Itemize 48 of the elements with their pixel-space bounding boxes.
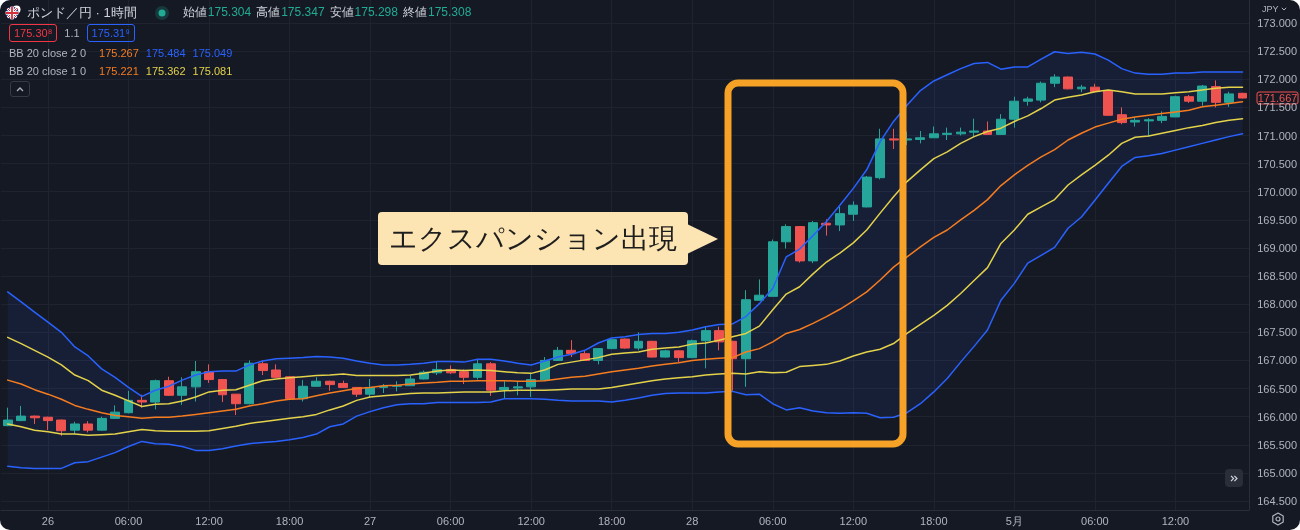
x-tick-label: 28 xyxy=(686,514,699,527)
y-tick-label: 164.500 xyxy=(1257,495,1297,507)
x-tick-label: 06:00 xyxy=(436,514,465,527)
chart-title: ポンド／円 · 1時間 xyxy=(27,3,137,22)
y-tick-label: 167.000 xyxy=(1257,354,1297,367)
annotation: 175.30⁸ xyxy=(9,24,58,42)
annotation: 175.267 xyxy=(99,46,139,60)
x-tick-label: 06:00 xyxy=(758,514,787,527)
text: 171.667 xyxy=(1257,92,1298,105)
y-tick-label: 167.500 xyxy=(1257,326,1297,339)
x-tick-label: 27 xyxy=(363,514,377,527)
y-tick-label: 172.500 xyxy=(1257,45,1297,58)
y-tick-label: 168.000 xyxy=(1257,298,1297,311)
y-tick-label: 170.500 xyxy=(1257,157,1297,170)
x-tick-label: 18:00 xyxy=(920,514,948,527)
x-tick-label: 18:00 xyxy=(597,514,626,527)
y-tick-label: 169.500 xyxy=(1257,213,1297,226)
annotation: 175.221 xyxy=(99,64,139,78)
y-tick-label: 168.500 xyxy=(1257,270,1297,283)
y-tick-label: 166.500 xyxy=(1257,382,1297,395)
y-tick-label: 170.000 xyxy=(1257,185,1297,198)
x-tick-label: 12:00 xyxy=(1161,514,1190,527)
x-tick-label: 06:00 xyxy=(1081,514,1109,527)
annotation: BB 20 close 1 0 xyxy=(9,64,87,78)
y-tick-label: 165.500 xyxy=(1257,438,1297,451)
annotation: 175.484 xyxy=(145,46,186,60)
y-tick-label: 166.000 xyxy=(1257,410,1297,423)
y-tick-label: 173.000 xyxy=(1257,17,1297,30)
chart-subtitle: 始値175.304 高値175.347 安値175.298 終値175.308 xyxy=(182,5,472,19)
x-tick-label: 12:00 xyxy=(839,514,868,527)
annotation: 175.081 xyxy=(192,64,233,78)
x-tick-label: 26 xyxy=(41,514,55,527)
x-tick-label: 06:00 xyxy=(114,514,143,527)
y-tick-label: 165.000 xyxy=(1257,466,1297,479)
x-tick-label: 18:00 xyxy=(275,514,304,527)
annotation: 1.1 xyxy=(64,27,80,39)
annotation: エクスパンション出現 xyxy=(389,222,677,255)
annotation: 175.049 xyxy=(192,46,233,60)
y-tick-label: 169.000 xyxy=(1257,241,1297,254)
annotation: 175.362 xyxy=(145,64,186,78)
y-tick-label: 172.000 xyxy=(1257,73,1297,86)
annotation: BB 20 close 2 0 xyxy=(9,46,87,60)
y-axis-title: JPY xyxy=(1262,4,1279,14)
x-tick-label: 12:00 xyxy=(195,514,223,527)
x-tick-label: 5月 xyxy=(1005,514,1023,527)
annotation: 175.31⁹ xyxy=(86,24,135,42)
y-tick-label: 171.000 xyxy=(1257,129,1297,142)
x-tick-label: 12:00 xyxy=(517,514,545,527)
